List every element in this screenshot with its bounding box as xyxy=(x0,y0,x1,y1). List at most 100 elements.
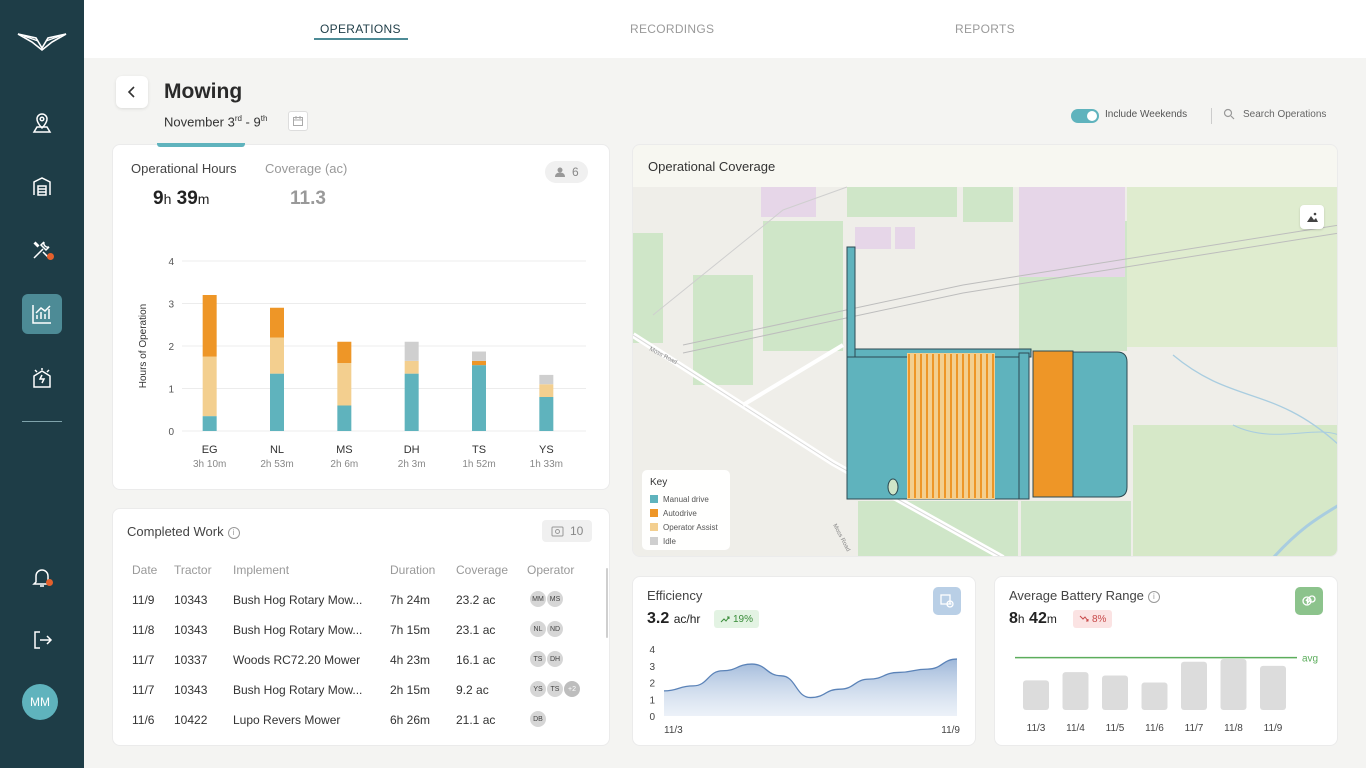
column-header[interactable]: Implement xyxy=(233,563,290,577)
tab-recordings[interactable]: RECORDINGS xyxy=(630,22,715,36)
column-header[interactable]: Tractor xyxy=(174,563,212,577)
sidebar-divider xyxy=(22,421,62,422)
column-header[interactable]: Date xyxy=(132,563,158,577)
camera-icon xyxy=(551,526,564,537)
x-tick-label: MS xyxy=(336,444,353,456)
bar-sublabel: 1h 52m xyxy=(462,459,495,470)
legend-label: Operator Assist xyxy=(663,522,718,532)
date-range: November 3rd - 9th xyxy=(164,114,267,129)
back-button[interactable] xyxy=(116,76,148,108)
efficiency-line xyxy=(663,658,958,699)
x-tick-label: 11/6 xyxy=(1145,723,1164,734)
legend-swatch xyxy=(650,509,658,517)
logout-button[interactable] xyxy=(22,620,62,660)
x-tick-label: 11/3 xyxy=(1027,723,1046,734)
table-cell: 6h 26m xyxy=(390,713,431,727)
nav-tools-button[interactable] xyxy=(22,230,62,270)
bar-segment xyxy=(337,363,352,406)
operator-chip[interactable]: ND xyxy=(546,620,564,638)
column-header[interactable]: Coverage xyxy=(456,563,509,577)
table-cell: 10337 xyxy=(174,653,208,667)
info-icon[interactable]: i xyxy=(1147,590,1160,603)
efficiency-card xyxy=(632,576,976,746)
operator-chip[interactable]: MS xyxy=(546,590,564,608)
tab-operations[interactable]: OPERATIONS xyxy=(320,22,401,36)
bar-segment xyxy=(539,384,554,397)
notifications-button[interactable] xyxy=(22,557,62,597)
y-tick-label: 3 xyxy=(649,662,655,673)
map-layers-icon xyxy=(1307,212,1318,222)
user-avatar[interactable]: MM xyxy=(22,684,58,720)
info-icon[interactable]: i xyxy=(227,526,240,539)
battery-bar xyxy=(1220,659,1247,710)
operator-count-badge[interactable]: 6 xyxy=(545,161,588,183)
search-label: Search Operations xyxy=(1243,108,1327,120)
search-operations[interactable]: Search Operations xyxy=(1223,108,1326,120)
table-scrollbar[interactable] xyxy=(606,568,608,638)
table-cell: 2h 15m xyxy=(390,683,431,697)
x-tick-label: 11/3 xyxy=(664,725,683,736)
bar-segment xyxy=(337,341,352,363)
nav-charging-button[interactable] xyxy=(22,358,62,398)
tab-reports[interactable]: REPORTS xyxy=(955,22,1015,36)
operator-chip[interactable]: MM xyxy=(529,590,547,608)
battery-delta-badge: 8% xyxy=(1073,610,1113,628)
y-axis-title: Hours of Operation xyxy=(138,304,149,389)
chevron-left-icon xyxy=(127,86,135,98)
efficiency-icon-button[interactable] xyxy=(933,587,961,615)
table-cell: 10343 xyxy=(174,683,208,697)
trend-down-icon xyxy=(1079,615,1089,622)
charging-station-icon xyxy=(33,368,51,388)
tools-alert-dot xyxy=(47,253,54,260)
bar-segment xyxy=(202,295,217,357)
battery-value: 8h 42m xyxy=(1009,610,1057,627)
table-cell: Bush Hog Rotary Mow... xyxy=(233,623,363,637)
bar-sublabel: 1h 33m xyxy=(530,459,563,470)
tools-icon xyxy=(33,241,50,259)
column-header[interactable]: Duration xyxy=(390,563,436,577)
operator-chip[interactable]: DH xyxy=(546,650,564,668)
table-cell: 23.1 ac xyxy=(456,623,496,637)
map-layers-button[interactable] xyxy=(1300,205,1324,229)
calendar-button[interactable] xyxy=(288,111,308,131)
operational-coverage-map[interactable]: Moss Road Moss Road Operational Coverage… xyxy=(632,144,1338,557)
table-cell: 11/6 xyxy=(132,713,155,727)
table-cell: 9.2 ac xyxy=(456,683,489,697)
include-weekends-label: Include Weekends xyxy=(1105,109,1188,120)
operator-chip[interactable]: TS xyxy=(546,680,564,698)
operator-chip[interactable]: DB xyxy=(529,710,547,728)
battery-icon xyxy=(1302,595,1316,606)
operator-chip[interactable]: +2 xyxy=(563,680,581,698)
legend-swatch xyxy=(650,495,658,503)
nav-reports-button[interactable] xyxy=(22,294,62,334)
bar-segment xyxy=(270,307,284,338)
map-canvas: Moss Road Moss Road xyxy=(633,145,1337,556)
controls-divider xyxy=(1211,108,1212,124)
table-cell: 10343 xyxy=(174,593,208,607)
nav-garage-button[interactable] xyxy=(22,166,62,206)
table-cell: 7h 24m xyxy=(390,593,431,607)
column-header[interactable]: Operator xyxy=(527,563,575,577)
operational-hours-label: Operational Hours xyxy=(131,161,237,176)
bar-segment xyxy=(337,405,352,431)
x-tick-label: YS xyxy=(539,444,554,456)
y-tick-label: 2 xyxy=(168,342,174,353)
y-tick-label: 4 xyxy=(649,645,655,656)
legend-swatch xyxy=(650,537,658,545)
battery-bar xyxy=(1181,661,1207,710)
include-weekends-toggle[interactable] xyxy=(1071,109,1099,123)
operator-chip[interactable]: TS xyxy=(529,650,547,668)
coverage-label: Coverage (ac) xyxy=(265,161,348,176)
battery-bar xyxy=(1102,675,1128,710)
average-label: avg xyxy=(1302,654,1318,665)
battery-icon-button[interactable] xyxy=(1295,587,1323,615)
operator-chip[interactable]: NL xyxy=(529,620,547,638)
bar-segment xyxy=(404,360,419,374)
bar-segment xyxy=(270,373,284,431)
completed-count-badge[interactable]: 10 xyxy=(542,520,593,542)
operator-chip[interactable]: YS xyxy=(529,680,547,698)
legend-label: Manual drive xyxy=(663,494,709,504)
trend-up-icon xyxy=(720,616,730,623)
nav-map-button[interactable] xyxy=(22,103,62,143)
y-tick-label: 0 xyxy=(168,427,174,438)
